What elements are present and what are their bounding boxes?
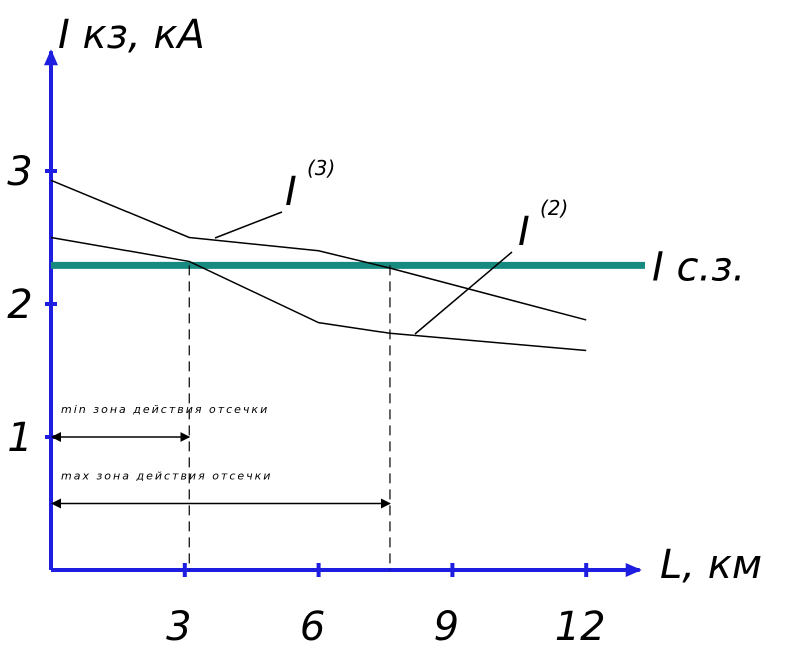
leader-line <box>414 251 513 335</box>
series-superscript: (3) <box>307 156 335 180</box>
zone-label: max зона действия отсечки <box>61 470 272 483</box>
x-axis-label: L, км <box>660 542 762 588</box>
y-tick-label: 3 <box>7 149 32 195</box>
x-tick-label: 6 <box>300 604 325 650</box>
series-name: I <box>518 209 530 255</box>
zone-label: min зона действия отсечки <box>61 403 269 416</box>
series-line <box>50 236 587 352</box>
y-tick-label: 2 <box>7 282 32 328</box>
series-name: I <box>285 169 297 215</box>
series-line <box>50 179 587 321</box>
x-tick-label: 3 <box>166 604 191 650</box>
x-tick-label: 9 <box>434 604 459 650</box>
threshold-label: I с.з. <box>652 244 745 290</box>
series-superscript: (2) <box>540 196 568 220</box>
x-tick-label: 12 <box>555 604 606 650</box>
y-axis-label: I кз, кА <box>58 12 205 58</box>
leader-line <box>214 211 283 239</box>
y-tick-label: 1 <box>7 415 32 461</box>
